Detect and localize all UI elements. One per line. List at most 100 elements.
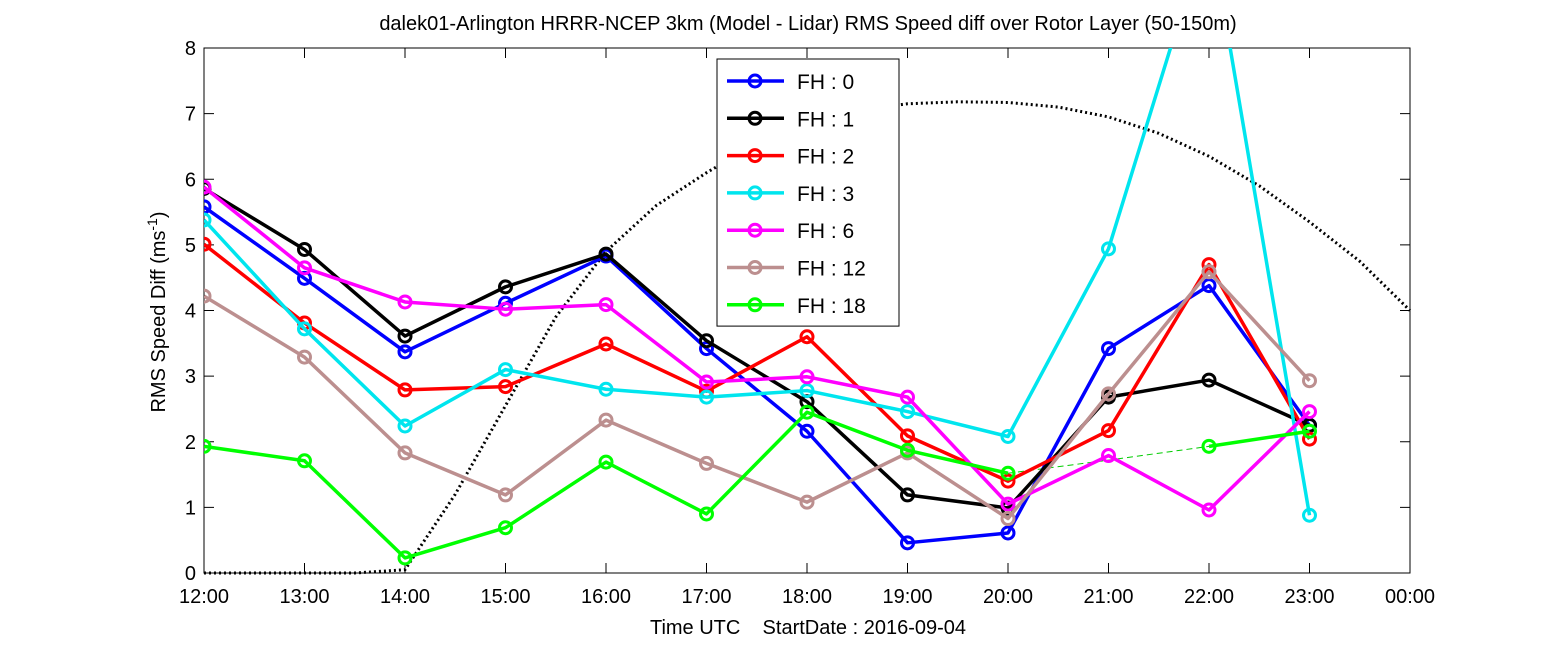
series-fh-0-marker bbox=[204, 199, 212, 215]
series-fh-2-line bbox=[204, 242, 1312, 483]
series-fh-1-marker bbox=[498, 279, 513, 295]
series-fh-6-marker bbox=[1000, 496, 1016, 512]
series-fh-0-marker bbox=[900, 535, 915, 551]
chart-title: dalek01-Arlington HRRR-NCEP 3km (Model -… bbox=[379, 13, 1236, 35]
legend-item: FH : 3 bbox=[727, 183, 854, 206]
legend-label: FH : 0 bbox=[797, 71, 854, 94]
series-fh-6-marker bbox=[498, 301, 513, 317]
series-fh-2 bbox=[204, 236, 1317, 489]
legend-label: FH : 12 bbox=[797, 258, 866, 281]
x-tick-label: 21:00 bbox=[1083, 586, 1133, 608]
series-fh-12-marker bbox=[699, 455, 714, 471]
series-fh-12-marker bbox=[1000, 511, 1016, 527]
series-fh-18-marker bbox=[397, 550, 413, 566]
series-layer bbox=[204, 48, 1317, 566]
x-tick-label: 00:00 bbox=[1385, 586, 1435, 608]
series-fh-12-marker bbox=[397, 445, 413, 461]
series-fh-6-marker bbox=[598, 297, 614, 313]
y-tick-label: 7 bbox=[185, 104, 196, 126]
series-fh-3-line bbox=[204, 48, 1312, 516]
y-axis-label-close: ) bbox=[148, 211, 170, 218]
series-fh-6-marker bbox=[1302, 404, 1317, 420]
series-fh-3-marker bbox=[900, 404, 915, 420]
series-fh-3-marker bbox=[204, 212, 212, 228]
series-fh-12-marker bbox=[1101, 386, 1116, 402]
series-fh-0-line bbox=[204, 205, 1311, 545]
series-fh-1-marker bbox=[699, 333, 714, 349]
legend-swatch-marker bbox=[747, 73, 763, 89]
chart-legend: FH : 0 FH : 1 FH : 2 FH : 3 FH : 6 FH : 12 FH … bbox=[716, 58, 900, 327]
y-axis-ticks: 0 1 2 3 4 5 6 7 8 bbox=[185, 38, 1410, 585]
x-tick-label: 16:00 bbox=[581, 586, 631, 608]
series-fh-1-marker bbox=[900, 487, 915, 503]
series-fh-3-marker bbox=[498, 362, 513, 378]
series-fh-2-marker bbox=[598, 336, 614, 352]
series-fh-6-marker bbox=[799, 369, 815, 385]
x-tick-label: 15:00 bbox=[480, 586, 530, 608]
series-fh-12-marker bbox=[1302, 373, 1317, 389]
series-fh-6-marker bbox=[699, 374, 714, 390]
y-tick-label: 2 bbox=[185, 432, 196, 454]
series-fh-6-marker bbox=[397, 294, 413, 310]
legend-label: FH : 2 bbox=[797, 146, 854, 169]
legend-swatch-marker bbox=[747, 297, 763, 313]
series-fh-2-marker bbox=[799, 329, 815, 345]
series-fh-1-marker bbox=[297, 241, 312, 257]
series-fh-0-marker bbox=[1201, 278, 1217, 294]
y-axis-label-text: RMS Speed Diff (ms bbox=[148, 231, 170, 413]
series-fh-18-line bbox=[204, 410, 1009, 560]
x-tick-label: 18:00 bbox=[782, 586, 832, 608]
series-fh-18-marker bbox=[204, 438, 212, 454]
series-fh-18 bbox=[204, 404, 1317, 566]
legend-label: FH : 6 bbox=[797, 220, 854, 243]
legend-label: FH : 18 bbox=[797, 295, 866, 318]
series-fh-6-marker bbox=[204, 179, 212, 195]
series-fh-1-line bbox=[204, 186, 1311, 510]
series-fh-0-marker bbox=[397, 344, 413, 360]
y-tick-label: 8 bbox=[185, 38, 196, 60]
series-fh-3 bbox=[204, 48, 1317, 523]
series-fh-18-marker bbox=[498, 520, 513, 536]
series-fh-3-marker bbox=[1302, 507, 1317, 523]
x-tick-label: 22:00 bbox=[1184, 586, 1234, 608]
series-fh-12-marker bbox=[204, 288, 212, 304]
series-fh-18-line bbox=[1208, 429, 1310, 449]
series-fh-18-marker bbox=[900, 442, 915, 458]
legend-swatch-marker bbox=[747, 260, 763, 275]
legend-item: FH : 12 bbox=[727, 258, 866, 281]
series-fh-12-marker bbox=[498, 487, 513, 503]
series-fh-6-marker bbox=[297, 260, 312, 276]
series-fh-12-marker bbox=[297, 349, 312, 365]
series-fh-2-marker bbox=[397, 382, 413, 398]
legend-label: FH : 1 bbox=[797, 108, 854, 131]
series-fh-6-marker bbox=[900, 389, 915, 405]
series-fh-12 bbox=[204, 264, 1317, 527]
series-fh-12-marker bbox=[799, 494, 815, 510]
series-fh-6-marker bbox=[1101, 448, 1116, 464]
series-fh-3-marker bbox=[699, 389, 714, 405]
series-fh-12-marker bbox=[1201, 264, 1217, 280]
x-tick-label: 19:00 bbox=[882, 586, 932, 608]
legend-swatch-marker bbox=[747, 222, 763, 238]
legend-swatch-marker bbox=[747, 148, 763, 164]
series-fh-2-marker bbox=[900, 428, 915, 444]
x-axis-label: Time UTC StartDate : 2016-09-04 bbox=[650, 617, 966, 639]
series-fh-18-marker bbox=[799, 404, 815, 420]
legend-swatch-marker bbox=[747, 110, 763, 126]
dotted-curve-layer bbox=[204, 100, 1412, 575]
series-fh-18-marker bbox=[699, 506, 714, 522]
series-fh-1-marker bbox=[598, 246, 614, 262]
series-fh-2-marker bbox=[498, 379, 513, 395]
legend-item: FH : 6 bbox=[727, 220, 854, 243]
x-axis-ticks: 12:00 13:00 14:00 15:00 16:00 17:00 18:00 19:00… bbox=[179, 48, 1435, 608]
series-fh-2-marker bbox=[1302, 431, 1317, 447]
series-fh-18-marker bbox=[1302, 423, 1317, 439]
series-fh-6-line bbox=[204, 185, 1311, 512]
series-fh-12-line bbox=[204, 270, 1311, 521]
y-tick-label: 1 bbox=[185, 497, 196, 519]
x-tick-label: 23:00 bbox=[1284, 586, 1334, 608]
series-fh-2-marker bbox=[204, 236, 212, 252]
series-fh-0-marker bbox=[1101, 341, 1116, 357]
series-fh-12-marker bbox=[598, 412, 614, 428]
